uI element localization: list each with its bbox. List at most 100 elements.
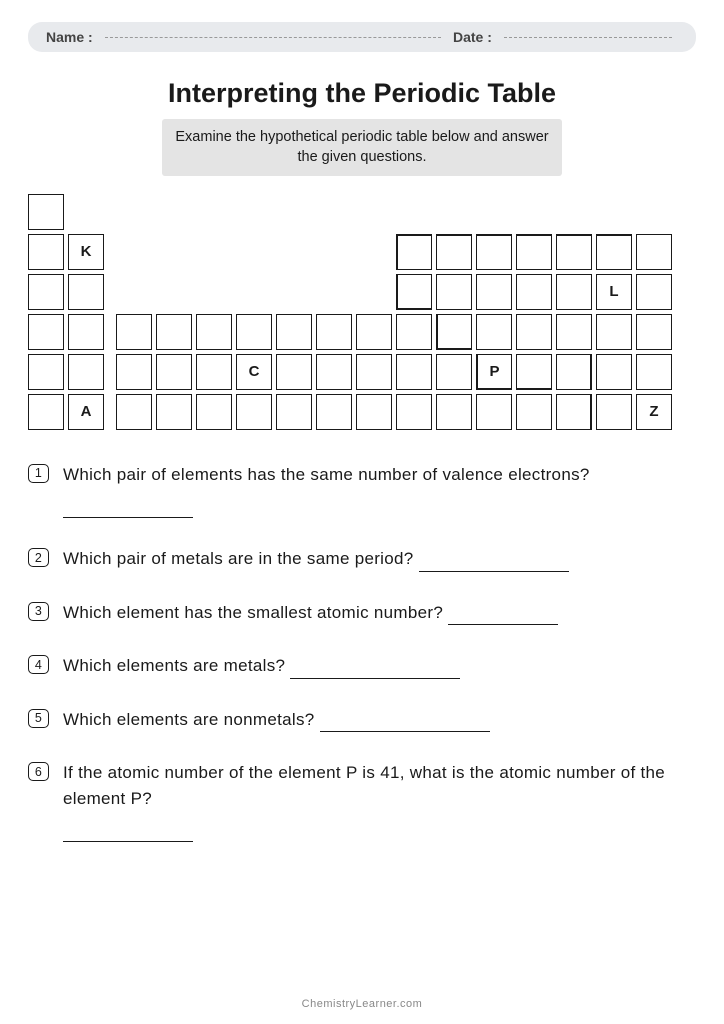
pt-cell — [436, 354, 472, 390]
pt-cell — [356, 394, 392, 430]
pt-cell — [116, 354, 152, 390]
question-number: 5 — [28, 709, 49, 728]
pt-cell — [116, 314, 152, 350]
pt-cell — [156, 354, 192, 390]
pt-cell — [396, 394, 432, 430]
pt-cell: C — [236, 354, 272, 390]
pt-cell — [356, 314, 392, 350]
date-label: Date : — [453, 29, 492, 45]
pt-cell — [276, 314, 312, 350]
question-row: 1 Which pair of elements has the same num… — [28, 462, 696, 519]
pt-cell — [476, 314, 512, 350]
question-row: 2 Which pair of metals are in the same pe… — [28, 546, 696, 572]
pt-cell — [436, 394, 472, 430]
answer-blank[interactable] — [448, 606, 558, 625]
question-row: 6 If the atomic number of the element P i… — [28, 760, 696, 842]
answer-blank[interactable] — [419, 553, 569, 572]
pt-cell — [68, 354, 104, 390]
question-text: Which element has the smallest atomic nu… — [63, 600, 696, 626]
pt-cell: K — [68, 234, 104, 270]
pt-cell — [516, 394, 552, 430]
name-label: Name : — [46, 29, 93, 45]
answer-blank[interactable] — [320, 713, 490, 732]
pt-cell — [516, 274, 552, 310]
pt-cell: A — [68, 394, 104, 430]
pt-cell — [68, 274, 104, 310]
pt-cell — [396, 314, 432, 350]
pt-cell — [556, 274, 592, 310]
pt-cell — [236, 394, 272, 430]
pt-cell — [28, 354, 64, 390]
pt-cell — [516, 354, 552, 390]
question-text: Which pair of elements has the same numb… — [63, 462, 696, 519]
pt-cell — [516, 314, 552, 350]
pt-cell — [596, 394, 632, 430]
pt-cell — [156, 394, 192, 430]
date-blank-line[interactable] — [504, 37, 672, 38]
question-row: 3 Which element has the smallest atomic n… — [28, 600, 696, 626]
answer-blank[interactable] — [290, 660, 460, 679]
answer-blank[interactable] — [63, 841, 193, 842]
pt-cell — [436, 314, 472, 350]
pt-cell — [596, 314, 632, 350]
question-text: Which pair of metals are in the same per… — [63, 546, 696, 572]
pt-cell: P — [476, 354, 512, 390]
pt-cell — [196, 314, 232, 350]
pt-cell — [28, 314, 64, 350]
pt-cell: L — [596, 274, 632, 310]
pt-cell — [556, 314, 592, 350]
page-title: Interpreting the Periodic Table — [28, 78, 696, 109]
pt-cell — [276, 394, 312, 430]
pt-cell — [436, 234, 472, 270]
pt-cell — [636, 314, 672, 350]
question-text: Which elements are metals? — [63, 653, 696, 679]
pt-cell — [636, 274, 672, 310]
pt-cell — [316, 394, 352, 430]
question-text: Which elements are nonmetals? — [63, 707, 696, 733]
instruction-box: Examine the hypothetical periodic table … — [162, 119, 562, 176]
pt-cell — [516, 234, 552, 270]
footer-attribution: ChemistryLearner.com — [0, 998, 724, 1010]
question-text: If the atomic number of the element P is… — [63, 760, 696, 842]
pt-cell — [196, 394, 232, 430]
pt-cell — [596, 234, 632, 270]
question-number: 2 — [28, 548, 49, 567]
pt-cell — [436, 274, 472, 310]
pt-cell — [156, 314, 192, 350]
question-number: 3 — [28, 602, 49, 621]
question-number: 4 — [28, 655, 49, 674]
pt-cell — [28, 194, 64, 230]
pt-cell — [356, 354, 392, 390]
pt-cell — [636, 354, 672, 390]
pt-cell — [316, 314, 352, 350]
pt-cell — [28, 394, 64, 430]
pt-cell — [236, 314, 272, 350]
answer-blank[interactable] — [63, 517, 193, 518]
question-number: 6 — [28, 762, 49, 781]
header-bar: Name : Date : — [28, 22, 696, 52]
periodic-table-grid: K L C P A Z — [28, 194, 696, 434]
pt-cell — [556, 354, 592, 390]
pt-cell — [396, 234, 432, 270]
question-number: 1 — [28, 464, 49, 483]
pt-cell — [476, 394, 512, 430]
pt-cell — [636, 234, 672, 270]
name-blank-line[interactable] — [105, 37, 441, 38]
pt-cell — [28, 234, 64, 270]
pt-cell — [596, 354, 632, 390]
pt-cell — [68, 314, 104, 350]
pt-cell — [556, 394, 592, 430]
question-row: 5 Which elements are nonmetals? — [28, 707, 696, 733]
pt-cell: Z — [636, 394, 672, 430]
pt-cell — [396, 274, 432, 310]
pt-cell — [196, 354, 232, 390]
question-row: 4 Which elements are metals? — [28, 653, 696, 679]
question-list: 1 Which pair of elements has the same num… — [28, 462, 696, 843]
pt-cell — [476, 274, 512, 310]
pt-cell — [556, 234, 592, 270]
pt-cell — [28, 274, 64, 310]
pt-cell — [476, 234, 512, 270]
pt-cell — [116, 394, 152, 430]
pt-cell — [276, 354, 312, 390]
pt-cell — [316, 354, 352, 390]
